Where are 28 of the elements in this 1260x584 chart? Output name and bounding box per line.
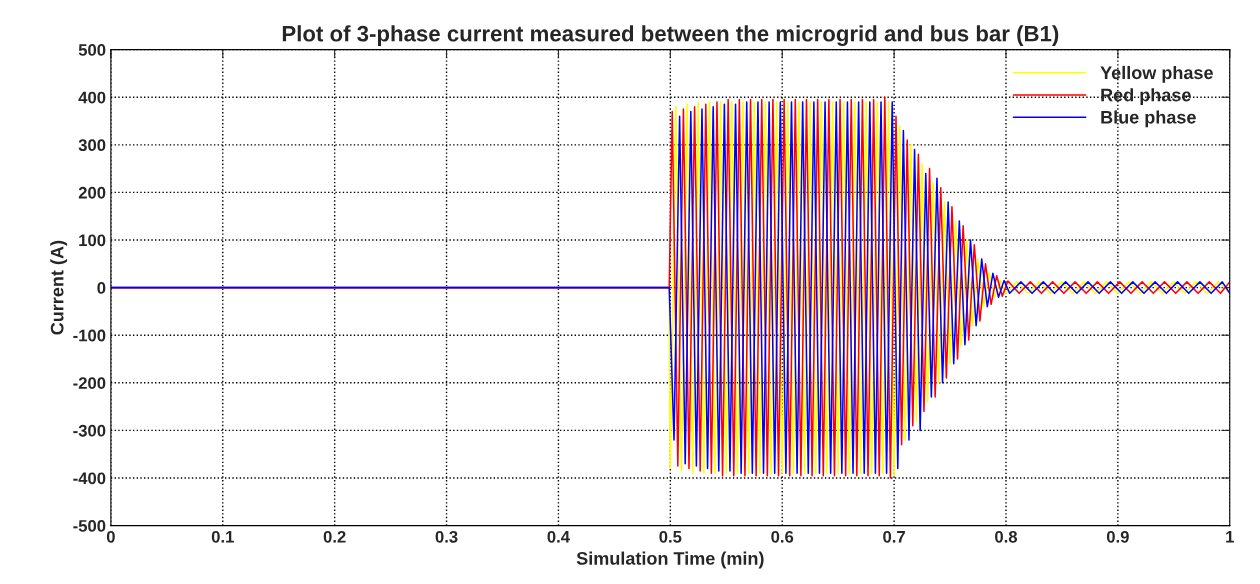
y-tick-label: -300	[73, 424, 106, 437]
x-tick-label: 0.3	[435, 530, 458, 543]
y-tick-label: 100	[79, 234, 106, 247]
y-tick-label: -500	[73, 520, 106, 532]
x-tick-label: 0	[106, 530, 115, 543]
x-tick-label: 0.5	[659, 530, 682, 543]
legend-label: Red phase	[1101, 88, 1191, 105]
chart-title: Plot of 3-phase current measured between the microgrid and bus bar (B1)	[282, 25, 1059, 47]
y-tick-label: 300	[78, 139, 106, 152]
y-tick-label: 200	[78, 186, 106, 199]
x-tick-label: 0.4	[547, 530, 570, 543]
y-tick-label: -100	[73, 329, 106, 342]
x-tick-label: 0.6	[771, 530, 794, 543]
y-axis-title: Current (A)	[50, 240, 68, 335]
x-tick-label: 0.1	[211, 530, 234, 543]
y-tick-label: 0	[97, 282, 106, 294]
y-tick-label: 500	[78, 44, 106, 56]
y-tick-label: -200	[73, 377, 106, 390]
legend-label: Blue phase	[1101, 110, 1196, 128]
x-tick-label: 0.9	[1106, 530, 1129, 543]
x-tick-label: 1	[1226, 531, 1234, 543]
y-tick-label: 400	[78, 91, 106, 104]
x-tick-label: 0.7	[883, 530, 905, 543]
x-axis-title: Simulation Time (min)	[576, 551, 764, 569]
legend-label: Yellow phase	[1100, 65, 1213, 83]
x-tick-label: 0.2	[323, 530, 346, 543]
x-tick-label: 0.8	[995, 530, 1018, 543]
y-tick-label: -400	[73, 472, 106, 485]
